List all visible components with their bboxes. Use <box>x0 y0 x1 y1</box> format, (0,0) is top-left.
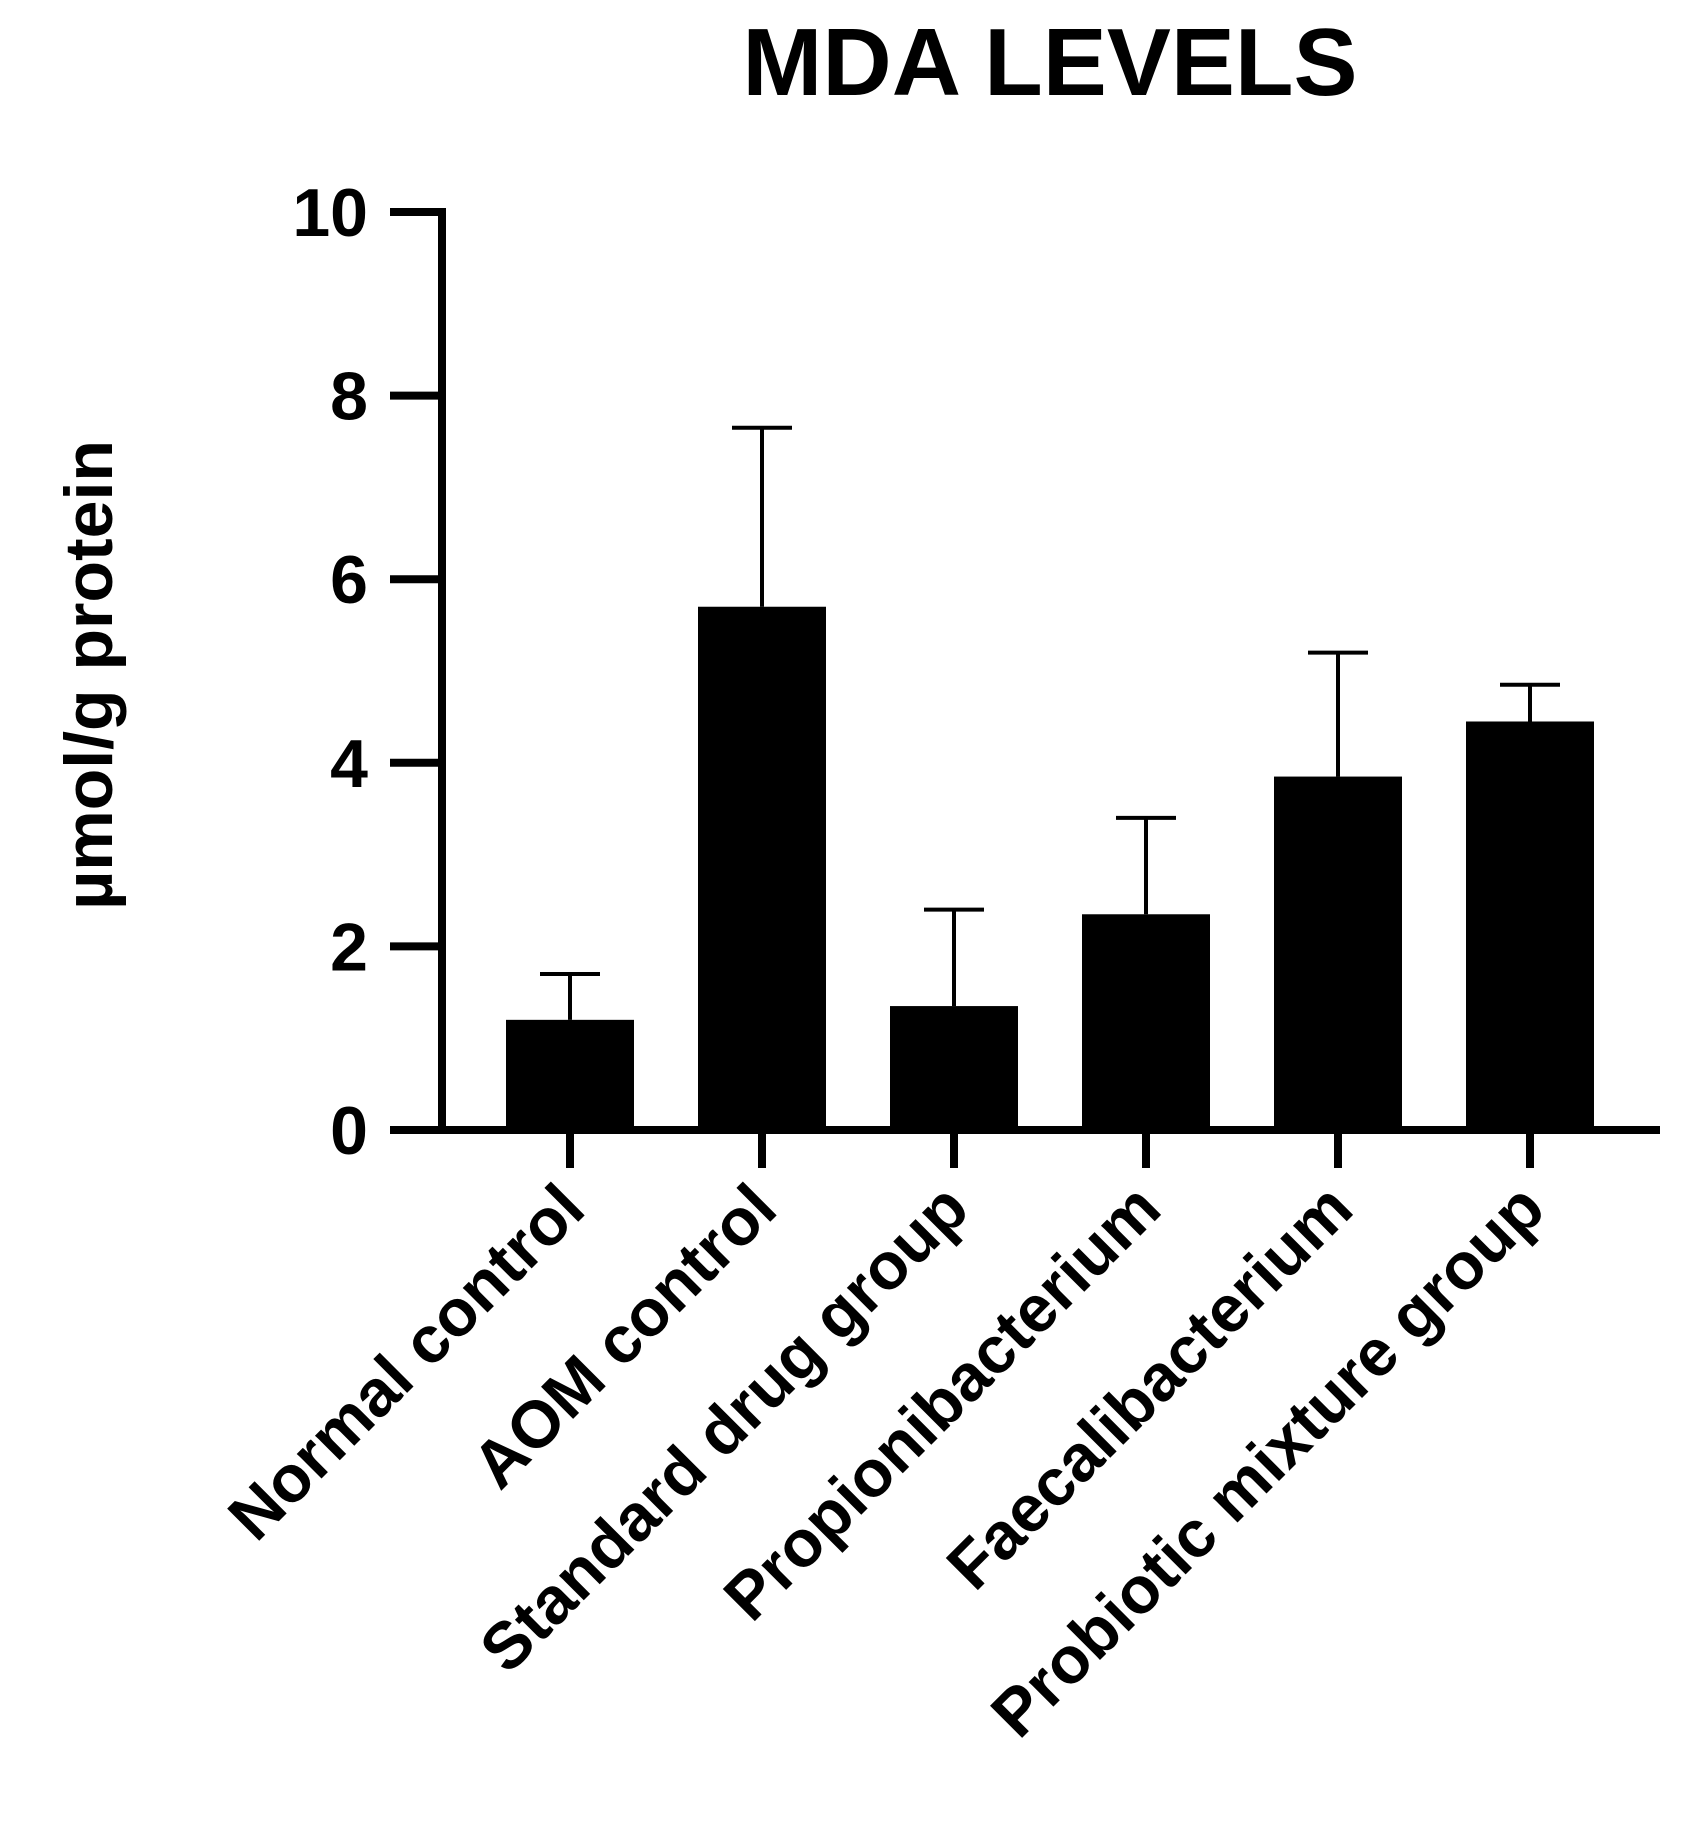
bar <box>698 606 826 1130</box>
bar <box>890 1006 1018 1130</box>
y-tick-label: 8 <box>330 359 368 435</box>
y-tick-label: 10 <box>292 175 368 251</box>
y-tick-label: 2 <box>330 909 368 985</box>
y-tick-label: 0 <box>330 1093 368 1169</box>
y-axis-label: µmol/g protein <box>51 440 127 910</box>
bar <box>506 1019 634 1130</box>
bar <box>1082 914 1210 1130</box>
y-tick-label: 4 <box>330 726 368 802</box>
bar <box>1274 776 1402 1130</box>
chart-title: MDA LEVELS <box>742 9 1357 116</box>
y-tick-label: 6 <box>330 542 368 618</box>
bar <box>1466 721 1594 1130</box>
x-category-label: Normal control <box>214 1170 598 1554</box>
